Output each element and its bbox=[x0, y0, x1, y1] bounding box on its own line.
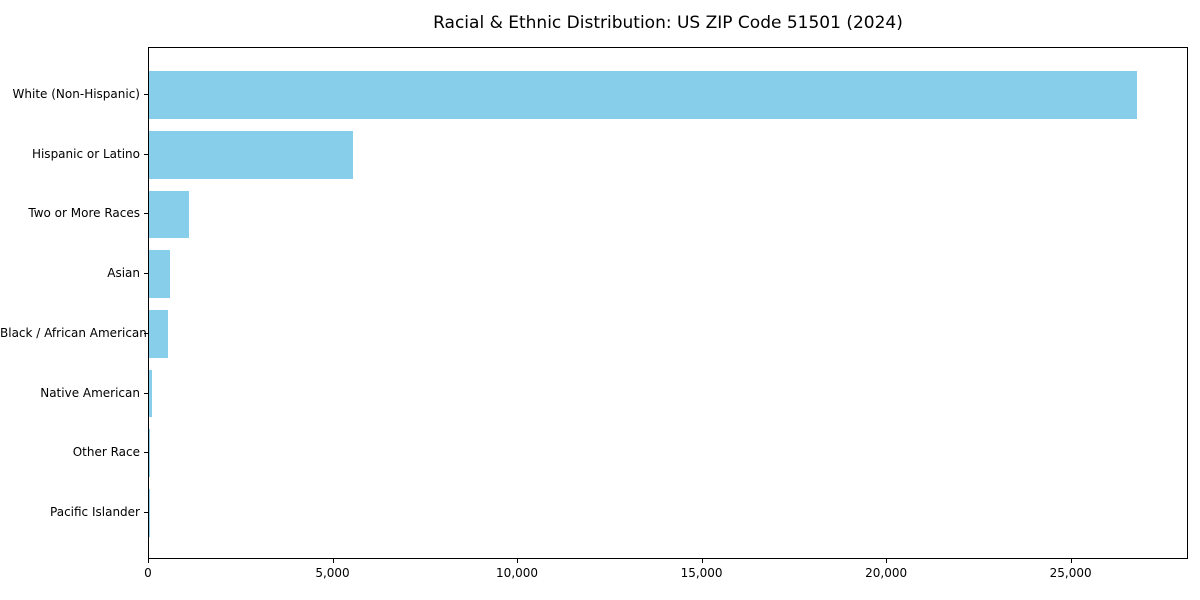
x-tick-label: 20,000 bbox=[865, 566, 908, 580]
bar-asian bbox=[149, 250, 171, 299]
y-axis-label: Native American bbox=[40, 385, 140, 400]
y-axis-label: White (Non-Hispanic) bbox=[12, 87, 140, 102]
y-axis-label: Two or More Races bbox=[28, 206, 140, 221]
x-tick-label: 25,000 bbox=[1049, 566, 1092, 580]
x-tick-mark bbox=[148, 559, 149, 563]
plot-area bbox=[148, 47, 1188, 559]
x-tick-label: 0 bbox=[144, 566, 152, 580]
y-tick-mark bbox=[144, 153, 148, 155]
chart-title: Racial & Ethnic Distribution: US ZIP Cod… bbox=[433, 13, 903, 33]
bar-native-american bbox=[149, 369, 153, 418]
y-tick-mark bbox=[144, 511, 148, 513]
y-tick-mark bbox=[144, 332, 148, 334]
y-tick-mark bbox=[144, 392, 148, 394]
y-tick-mark bbox=[144, 273, 148, 275]
y-axis-label: Black / African American bbox=[0, 325, 147, 340]
bar-hispanic-or-latino bbox=[149, 130, 354, 179]
y-axis-label: Asian bbox=[107, 266, 140, 281]
y-tick-mark bbox=[144, 213, 148, 215]
y-axis-label: Hispanic or Latino bbox=[31, 146, 140, 161]
y-axis-label: Pacific Islander bbox=[50, 504, 140, 519]
x-tick-mark bbox=[1070, 559, 1072, 563]
y-axis-label: Other Race bbox=[72, 445, 140, 460]
bar-two-or-more-races bbox=[149, 190, 189, 239]
x-tick-label: 10,000 bbox=[496, 566, 539, 580]
x-tick-mark bbox=[332, 559, 334, 563]
y-tick-mark bbox=[144, 94, 148, 96]
x-tick-mark bbox=[886, 559, 888, 563]
x-tick-mark bbox=[517, 559, 519, 563]
y-tick-mark bbox=[144, 452, 148, 454]
x-tick-mark bbox=[701, 559, 703, 563]
x-tick-label: 15,000 bbox=[680, 566, 723, 580]
x-tick-label: 5,000 bbox=[315, 566, 350, 580]
bar-black-african-american bbox=[149, 309, 169, 358]
bar-white-non-hispanic bbox=[149, 71, 1138, 119]
bar-other-race bbox=[149, 429, 151, 478]
